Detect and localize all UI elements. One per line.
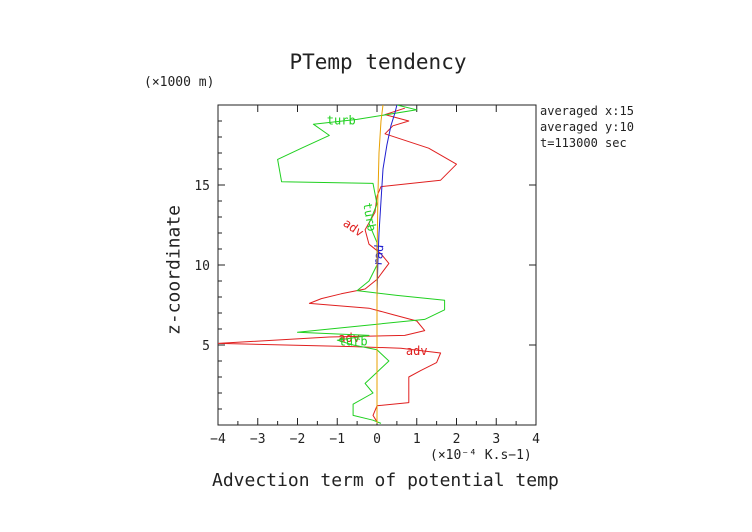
chart-title: PTemp tendency xyxy=(289,50,467,74)
x-tick-label: −3 xyxy=(250,432,266,447)
y-tick-label: 10 xyxy=(194,259,210,274)
x-tick-label: 1 xyxy=(413,432,421,447)
adv-series-line xyxy=(218,107,457,423)
x-tick-label: −4 xyxy=(210,432,226,447)
x-tick-label: −1 xyxy=(329,432,345,447)
rad-curve-label: rad xyxy=(371,244,387,267)
turb-curve-label: turb xyxy=(339,334,368,348)
x-tick-label: 3 xyxy=(492,432,500,447)
turb-curve-label: turb xyxy=(360,201,379,232)
x-tick-label: −2 xyxy=(290,432,306,447)
x-tick-label: 0 xyxy=(373,432,381,447)
info-line-3: t=113000 sec xyxy=(540,136,627,150)
x-axis-label: Advection term of potential temp xyxy=(212,470,559,491)
info-line-2: averaged y:10 xyxy=(540,120,634,134)
profile-series-line xyxy=(376,105,384,424)
adv-curve-label: adv xyxy=(341,216,367,240)
x-tick-label: 4 xyxy=(532,432,540,447)
y-axis-unit: (×1000 m) xyxy=(144,75,215,90)
y-tick-label: 5 xyxy=(202,339,210,354)
x-tick-label: 2 xyxy=(453,432,461,447)
turb-series-line xyxy=(277,105,446,424)
y-tick-label: 15 xyxy=(194,179,210,194)
turb-curve-label: turb xyxy=(327,114,356,128)
adv-curve-label: adv xyxy=(406,344,428,358)
x-axis-unit: (×10⁻⁴ K.s−1) xyxy=(430,448,532,463)
info-line-1: averaged x:15 xyxy=(540,104,634,118)
